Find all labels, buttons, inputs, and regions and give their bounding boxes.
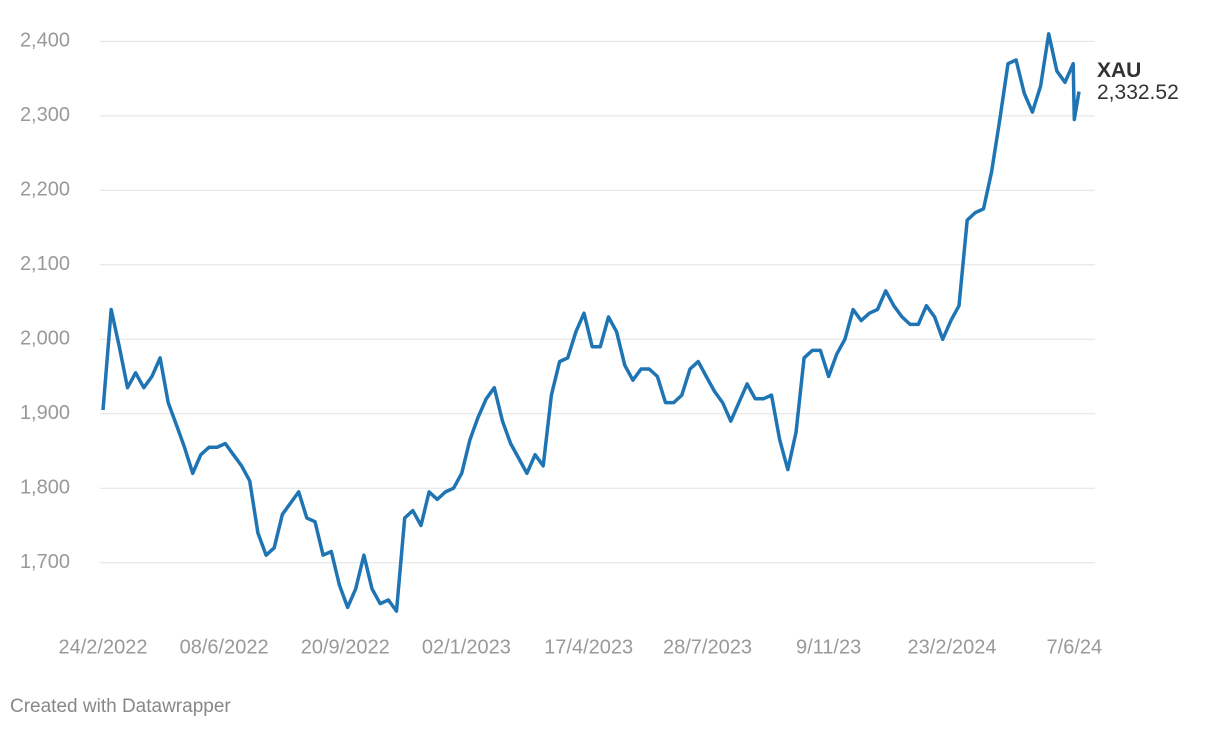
x-tick-label: 24/2/2022: [59, 636, 148, 658]
x-tick-label: 28/7/2023: [663, 636, 752, 658]
x-tick-label: 9/11/23: [796, 636, 861, 658]
series-label: XAU: [1097, 59, 1141, 82]
y-tick-label: 2,000: [20, 328, 70, 350]
y-tick-label: 1,700: [20, 551, 70, 573]
y-tick-label: 2,100: [20, 253, 70, 275]
y-tick-label: 2,200: [20, 179, 70, 201]
y-tick-label: 2,400: [20, 30, 70, 52]
y-tick-label: 1,800: [20, 476, 70, 498]
y-tick-label: 1,900: [20, 402, 70, 424]
y-tick-label: 2,300: [20, 104, 70, 126]
x-tick-label: 7/6/24: [1047, 636, 1103, 658]
x-tick-label: 23/2/2024: [908, 636, 997, 658]
x-tick-label: 20/9/2022: [301, 636, 390, 658]
x-tick-label: 02/1/2023: [422, 636, 511, 658]
footer: Created with Datawrapper: [10, 696, 231, 717]
value-label: 2,332.52: [1097, 81, 1179, 104]
line: [101, 32, 1081, 613]
x-tick-label: 17/4/2023: [544, 636, 633, 658]
x-tick-label: 08/6/2022: [180, 636, 269, 658]
